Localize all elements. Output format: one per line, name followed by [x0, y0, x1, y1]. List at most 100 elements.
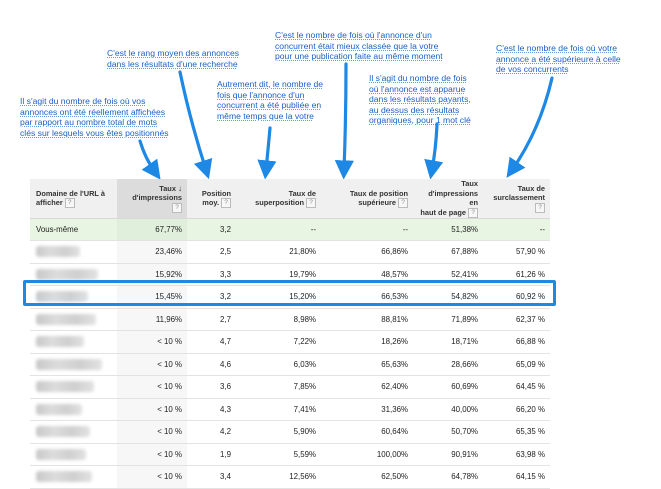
cell-outranking-share: 66,20 % — [483, 398, 550, 422]
help-icon[interactable]: ? — [221, 198, 231, 209]
cell-top-of-page-rate: 51,38% — [413, 218, 483, 242]
redacted-domain — [36, 426, 90, 438]
cell-domain — [30, 420, 117, 444]
redacted-domain — [36, 336, 84, 348]
help-icon[interactable]: ? — [535, 202, 545, 213]
arrow-impressions-share — [138, 139, 161, 180]
annotation-overlap: Autrement dit, le nombre de fois que l'a… — [217, 79, 324, 121]
cell-domain — [30, 285, 117, 309]
table-row: 11,96% 2,7 8,98% 88,81% 71,89% 62,37 % — [30, 308, 550, 332]
cell-overlap-rate: 15,20% — [236, 285, 321, 309]
table-row: < 10 % 4,3 7,41% 31,36% 40,00% 66,20 % — [30, 398, 550, 422]
highlighted-row-frame — [23, 280, 556, 306]
table-row: < 10 % 3,6 7,85% 62,40% 60,69% 64,45 % — [30, 375, 550, 399]
column-header-avg-position[interactable]: Position moy.? — [187, 179, 236, 219]
table-row: 23,46% 2,5 21,80% 66,86% 67,88% 57,90 % — [30, 240, 550, 264]
arrow-position-above — [334, 62, 354, 180]
cell-outranking-share: 64,45 % — [483, 375, 550, 399]
cell-position-above-rate: -- — [321, 218, 413, 242]
column-header-position-above-rate[interactable]: Taux de position supérieure? — [321, 179, 413, 219]
table-row: < 10 % 3,4 12,56% 62,50% 64,78% 64,15 % — [30, 465, 550, 489]
redacted-domain — [36, 381, 94, 393]
table-row: < 10 % 4,6 6,03% 65,63% 28,66% 65,09 % — [30, 353, 550, 377]
cell-avg-position: 2,7 — [187, 308, 236, 332]
help-icon[interactable]: ? — [306, 198, 316, 209]
cell-position-above-rate: 18,26% — [321, 330, 413, 354]
arrow-overlap — [257, 126, 277, 180]
help-icon[interactable]: ? — [64, 198, 75, 209]
cell-top-of-page-rate: 71,89% — [413, 308, 483, 332]
cell-position-above-rate: 60,64% — [321, 420, 413, 444]
cell-overlap-rate: 6,03% — [236, 353, 321, 377]
column-header-top-of-page-rate[interactable]: Taux d'impressions en haut de page? — [413, 179, 483, 219]
cell-top-of-page-rate: 64,78% — [413, 465, 483, 489]
redacted-domain — [36, 403, 82, 415]
cell-overlap-rate: 7,41% — [236, 398, 321, 422]
cell-overlap-rate: 5,59% — [236, 443, 321, 467]
table-row: 15,45% 3,2 15,20% 66,53% 54,82% 60,92 % — [30, 285, 550, 309]
cell-impr-share: 67,77% — [117, 218, 187, 242]
cell-impr-share: < 10 % — [117, 398, 187, 422]
cell-impr-share: < 10 % — [117, 443, 187, 467]
cell-domain — [30, 308, 117, 332]
cell-avg-position: 3,2 — [187, 285, 236, 309]
column-header-domain[interactable]: Domaine de l'URL à afficher? — [30, 179, 117, 219]
cell-avg-position: 4,3 — [187, 398, 236, 422]
arrow-top-of-page — [424, 122, 444, 180]
cell-impr-share: < 10 % — [117, 375, 187, 399]
cell-domain — [30, 375, 117, 399]
cell-top-of-page-rate: 67,88% — [413, 240, 483, 264]
annotation-outranking: C'est le nombre de fois où votre annonce… — [496, 43, 621, 75]
cell-position-above-rate: 65,63% — [321, 353, 413, 377]
cell-position-above-rate: 62,50% — [321, 465, 413, 489]
cell-outranking-share: -- — [483, 218, 550, 242]
column-header-outranking-share[interactable]: Taux de surclassement? — [483, 179, 550, 219]
cell-top-of-page-rate: 28,66% — [413, 353, 483, 377]
cell-avg-position: 3,2 — [187, 218, 236, 242]
redacted-domain — [36, 358, 102, 370]
cell-position-above-rate: 88,81% — [321, 308, 413, 332]
cell-position-above-rate: 66,86% — [321, 240, 413, 264]
cell-overlap-rate: 7,85% — [236, 375, 321, 399]
cell-top-of-page-rate: 60,69% — [413, 375, 483, 399]
cell-avg-position: 4,2 — [187, 420, 236, 444]
cell-overlap-rate: 21,80% — [236, 240, 321, 264]
cell-outranking-share: 66,88 % — [483, 330, 550, 354]
cell-domain — [30, 465, 117, 489]
column-header-impr-share[interactable]: Taux ↓ d'impressions? — [117, 179, 187, 219]
cell-top-of-page-rate: 18,71% — [413, 330, 483, 354]
cell-top-of-page-rate: 50,70% — [413, 420, 483, 444]
cell-outranking-share: 60,92 % — [483, 285, 550, 309]
cell-impr-share: 23,46% — [117, 240, 187, 264]
cell-outranking-share: 62,37 % — [483, 308, 550, 332]
annotation-avg-position: C'est le rang moyen des annonces dans le… — [107, 48, 240, 69]
cell-overlap-rate: 12,56% — [236, 465, 321, 489]
redacted-domain — [36, 246, 80, 258]
help-icon[interactable]: ? — [468, 207, 478, 218]
cell-impr-share: 11,96% — [117, 308, 187, 332]
cell-outranking-share: 57,90 % — [483, 240, 550, 264]
cell-position-above-rate: 31,36% — [321, 398, 413, 422]
cell-overlap-rate: 5,90% — [236, 420, 321, 444]
cell-domain: Vous-même — [30, 218, 117, 242]
arrow-avg-position — [178, 70, 213, 180]
redacted-domain — [36, 291, 88, 303]
cell-avg-position: 4,6 — [187, 353, 236, 377]
cell-domain — [30, 443, 117, 467]
cell-impr-share: < 10 % — [117, 330, 187, 354]
cell-impr-share: < 10 % — [117, 353, 187, 377]
arrow-outranking — [506, 76, 554, 178]
table-row: < 10 % 1,9 5,59% 100,00% 90,91% 63,98 % — [30, 443, 550, 467]
help-icon[interactable]: ? — [398, 198, 408, 209]
help-icon[interactable]: ? — [172, 202, 182, 213]
cell-position-above-rate: 66,53% — [321, 285, 413, 309]
column-header-overlap-rate[interactable]: Taux de superposition? — [236, 179, 321, 219]
redacted-domain — [36, 313, 96, 325]
cell-domain — [30, 240, 117, 264]
table-row: < 10 % 4,7 7,22% 18,26% 18,71% 66,88 % — [30, 330, 550, 354]
cell-avg-position: 1,9 — [187, 443, 236, 467]
cell-overlap-rate: 8,98% — [236, 308, 321, 332]
cell-domain — [30, 353, 117, 377]
table-row-self: Vous-même 67,77% 3,2 -- -- 51,38% -- — [30, 218, 550, 242]
cell-overlap-rate: 7,22% — [236, 330, 321, 354]
